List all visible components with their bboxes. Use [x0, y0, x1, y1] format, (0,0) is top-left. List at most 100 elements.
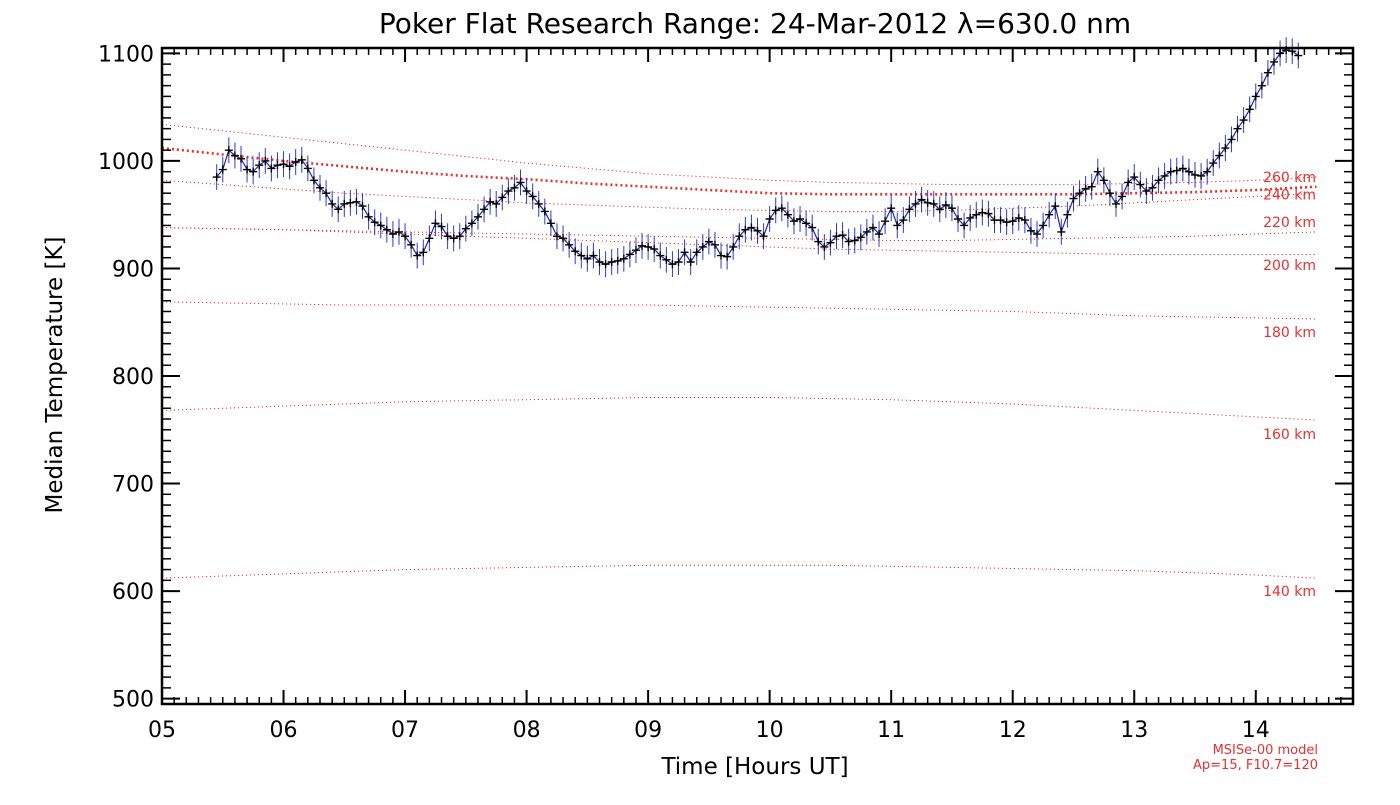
altitude-label: 160 km — [1263, 427, 1316, 443]
model-curve-240-km — [161, 179, 1317, 212]
x-tick-label: 08 — [513, 718, 541, 743]
data-point — [467, 219, 476, 228]
data-point — [1227, 135, 1236, 144]
data-point — [1148, 183, 1157, 192]
data-point — [1033, 230, 1042, 239]
data-point — [820, 242, 829, 251]
data-point — [662, 255, 671, 264]
data-point — [1051, 202, 1060, 211]
data-point — [698, 242, 707, 251]
data-point — [1166, 167, 1175, 176]
data-point — [796, 214, 805, 223]
data-point — [340, 199, 349, 208]
data-point — [759, 232, 768, 241]
data-point — [1136, 180, 1145, 189]
data-point — [1154, 176, 1163, 185]
altitude-label: 240 km — [1263, 187, 1316, 203]
model-curve-160-km — [161, 397, 1317, 421]
data-point — [309, 176, 318, 185]
data-point — [267, 164, 276, 173]
data-point — [1063, 210, 1072, 219]
data-point — [1014, 213, 1023, 222]
data-point — [291, 157, 300, 166]
data-point — [218, 165, 227, 174]
data-point — [941, 201, 950, 210]
data-point — [717, 251, 726, 260]
data-point — [625, 250, 634, 259]
data-point — [1263, 68, 1272, 77]
model-curve-260-km — [161, 123, 1317, 186]
data-point — [1075, 189, 1084, 198]
data-point — [1184, 167, 1193, 176]
chart-title: Poker Flat Research Range: 24-Mar-2012 λ… — [379, 7, 1131, 40]
altitude-label: 180 km — [1263, 325, 1316, 341]
data-point — [1112, 199, 1121, 208]
data-point — [899, 216, 908, 225]
data-point — [1002, 218, 1011, 227]
y-tick-label: 900 — [112, 257, 154, 282]
data-point — [789, 217, 798, 226]
data-point — [236, 154, 245, 163]
data-point — [1197, 171, 1206, 180]
x-tick-label: 12 — [999, 718, 1027, 743]
data-point — [607, 258, 616, 267]
data-point — [437, 222, 446, 231]
data-point — [224, 146, 233, 155]
data-point — [601, 260, 610, 269]
data-point — [929, 199, 938, 208]
x-axis-ticks: 05 06 07 08 09 10 11 12 13 14 — [148, 48, 1354, 743]
data-point — [911, 199, 920, 208]
data-point — [212, 173, 221, 182]
x-tick-label: 05 — [148, 718, 176, 743]
data-point — [449, 234, 458, 243]
data-point — [1191, 170, 1200, 179]
data-point — [844, 237, 853, 246]
data-point — [638, 241, 647, 250]
model-curve-140-km — [161, 564, 1317, 579]
data-point — [364, 212, 373, 221]
data-point — [322, 189, 331, 198]
data-point — [595, 258, 604, 267]
data-point — [729, 242, 738, 251]
data-point — [455, 232, 464, 241]
data-point — [1160, 171, 1169, 180]
data-point — [1270, 57, 1279, 66]
data-point — [947, 204, 956, 213]
data-point — [425, 234, 434, 243]
y-tick-label: 1100 — [98, 42, 154, 67]
data-point — [656, 251, 665, 260]
data-point — [589, 251, 598, 260]
data-point — [370, 218, 379, 227]
altitude-label: 220 km — [1263, 215, 1316, 231]
data-point — [802, 219, 811, 228]
data-point — [868, 223, 877, 232]
data-point — [303, 164, 312, 173]
data-point — [723, 252, 732, 261]
data-point — [559, 234, 568, 243]
data-point — [765, 214, 774, 223]
data-point — [461, 224, 470, 233]
data-point — [243, 165, 252, 174]
data-point — [1124, 178, 1133, 187]
data-point — [668, 260, 677, 269]
data-point — [972, 210, 981, 219]
data-point — [862, 227, 871, 236]
data-point — [431, 219, 440, 228]
data-point — [352, 197, 361, 206]
data-point — [498, 193, 507, 202]
data-point — [674, 258, 683, 267]
plot-frame — [160, 46, 1355, 706]
data-point — [419, 248, 428, 257]
data-point — [358, 202, 367, 211]
data-point — [735, 232, 744, 241]
data-point — [1142, 187, 1151, 196]
data-point — [279, 160, 288, 169]
data-point — [1233, 124, 1242, 133]
data-point — [1251, 92, 1260, 101]
data-point — [285, 162, 294, 171]
data-point — [1057, 227, 1066, 236]
model-curve-200-km — [161, 227, 1317, 255]
data-point — [261, 156, 270, 165]
data-point — [565, 240, 574, 249]
